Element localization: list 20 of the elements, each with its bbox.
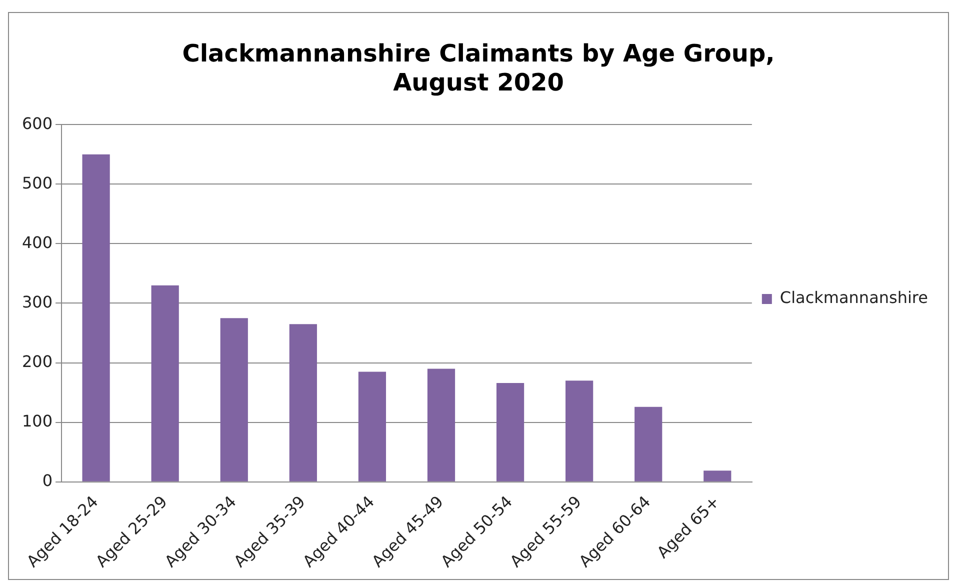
bar	[358, 372, 386, 482]
bar	[289, 324, 317, 482]
y-tick-label: 200	[22, 352, 53, 371]
bar	[427, 368, 456, 482]
y-tick-label: 0	[42, 471, 53, 490]
bar	[704, 470, 732, 482]
bar	[496, 383, 524, 482]
legend-label: Clackmannanshire	[780, 288, 928, 308]
y-tick-label: 100	[22, 411, 53, 430]
text: Clackmannanshire Claimants by Age Group,	[182, 40, 775, 68]
bar	[82, 154, 110, 482]
y-tick-label: 400	[22, 232, 53, 252]
y-tick-label: 300	[22, 292, 53, 312]
bar	[566, 380, 594, 482]
bar	[634, 406, 662, 482]
y-tick-label: 500	[22, 173, 53, 192]
bar	[220, 318, 248, 482]
y-tick-label: 600	[22, 114, 53, 133]
bar	[151, 285, 179, 482]
text: August 2020	[393, 68, 564, 96]
